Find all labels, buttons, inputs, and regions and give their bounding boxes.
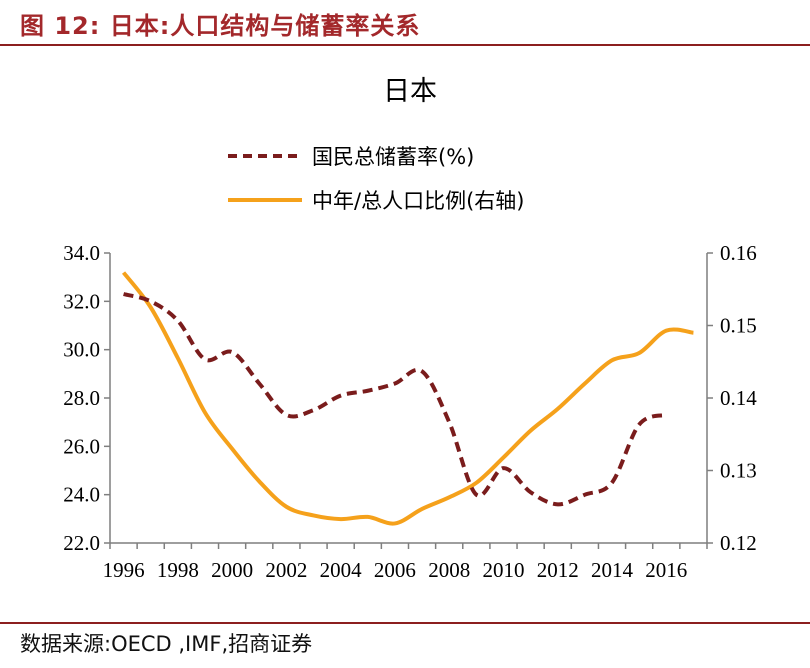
y-right-tick-label: 0.13 [720, 459, 757, 483]
data-point-savings-rate [257, 382, 261, 386]
data-point-middle-age-ratio [366, 515, 370, 519]
legend: 国民总储蓄率(%) 中年/总人口比例(右轴) [228, 145, 524, 213]
data-point-savings-rate [501, 466, 505, 470]
data-point-middle-age-ratio [501, 455, 505, 459]
data-point-middle-age-ratio [691, 331, 695, 335]
data-point-savings-rate [149, 299, 153, 303]
legend-label-ratio: 中年/总人口比例(右轴) [312, 189, 524, 213]
figure-caption: 图 12: 日本:人口结构与储蓄率关系 [20, 6, 420, 41]
data-point-savings-rate [284, 413, 288, 417]
data-point-middle-age-ratio [312, 513, 316, 517]
y-left-tick-label: 24.0 [63, 483, 100, 507]
x-tick-label: 1996 [103, 558, 145, 582]
figure-header: 图 12: 日本:人口结构与储蓄率关系 [0, 0, 810, 46]
legend-label-savings: 国民总储蓄率(%) [312, 145, 474, 169]
series-line-savings-rate [123, 292, 667, 507]
axes: 22.0 24.0 26.0 28.0 30.0 32.0 34.0 0.12 0.13 0.14… [63, 241, 757, 582]
data-point-middle-age-ratio [393, 521, 397, 525]
figure-title: 日本:人口结构与储蓄率关系 [109, 12, 421, 40]
data-point-middle-age-ratio [284, 505, 288, 509]
plot-area [121, 271, 695, 526]
x-tick-label: 2008 [428, 558, 470, 582]
x-tick-label: 2004 [320, 558, 363, 582]
x-tick-label: 2000 [211, 558, 253, 582]
data-point-savings-rate [203, 357, 207, 361]
y-right-tick-label: 0.16 [720, 241, 757, 265]
y-left-tick-label: 26.0 [63, 434, 100, 458]
data-point-middle-age-ratio [230, 447, 234, 451]
y-right-tick-label: 0.14 [720, 386, 757, 410]
data-point-middle-age-ratio [203, 411, 207, 415]
data-point-middle-age-ratio [556, 407, 560, 411]
source-divider [0, 622, 810, 624]
y-left-tick-label: 32.0 [63, 289, 100, 313]
data-point-middle-age-ratio [149, 305, 153, 309]
data-point-savings-rate [176, 319, 180, 323]
y-left-tick-label: 28.0 [63, 386, 100, 410]
data-point-savings-rate [339, 394, 343, 398]
data-point-savings-rate [529, 490, 533, 494]
y-left-tick-label: 34.0 [63, 241, 100, 265]
data-point-middle-age-ratio [447, 495, 451, 499]
legend-entry-ratio: 中年/总人口比例(右轴) [228, 189, 524, 213]
data-point-savings-rate [366, 389, 370, 393]
data-point-savings-rate [312, 408, 316, 412]
x-tick-label: 2016 [645, 558, 687, 582]
data-point-middle-age-ratio [339, 517, 343, 521]
data-point-savings-rate [420, 369, 424, 373]
data-point-middle-age-ratio [122, 271, 126, 275]
data-point-savings-rate [122, 292, 126, 296]
data-point-savings-rate [447, 420, 451, 424]
data-point-savings-rate [664, 413, 668, 417]
source-note: 数据来源:OECD ,IMF,招商证券 [20, 632, 313, 656]
x-tick-label: 2006 [374, 558, 416, 582]
data-point-middle-age-ratio [176, 356, 180, 360]
data-point-savings-rate [393, 382, 397, 386]
chart-title: 日本 [383, 76, 437, 107]
x-tick-label: 2010 [482, 558, 524, 582]
x-tick-label: 2002 [265, 558, 307, 582]
data-point-middle-age-ratio [257, 479, 261, 483]
data-point-savings-rate [583, 493, 587, 497]
data-point-savings-rate [230, 350, 234, 354]
legend-entry-savings: 国民总储蓄率(%) [228, 145, 474, 169]
data-point-savings-rate [556, 502, 560, 506]
data-point-savings-rate [610, 481, 614, 485]
data-point-middle-age-ratio [529, 429, 533, 433]
data-point-middle-age-ratio [474, 481, 478, 485]
y-left-tick-label: 30.0 [63, 338, 100, 362]
series-line-middle-age-ratio [121, 271, 694, 526]
y-left-tick-label: 22.0 [63, 531, 100, 555]
data-point-middle-age-ratio [420, 507, 424, 511]
x-tick-label: 1998 [157, 558, 199, 582]
y-right-tick-label: 0.15 [720, 314, 757, 338]
data-point-savings-rate [637, 423, 641, 427]
data-point-middle-age-ratio [610, 358, 614, 362]
data-point-middle-age-ratio [637, 351, 641, 355]
data-point-savings-rate [474, 493, 478, 497]
figure-label: 图 12: [20, 12, 101, 40]
data-point-middle-age-ratio [664, 329, 668, 333]
x-tick-label: 2012 [537, 558, 579, 582]
x-tick-label: 2014 [591, 558, 634, 582]
data-point-middle-age-ratio [583, 382, 587, 386]
line-chart: 日本 国民总储蓄率(%) 中年/总人口比例(右轴) 22.0 24.0 26.0 28… [63, 76, 757, 582]
y-right-tick-label: 0.12 [720, 531, 757, 555]
